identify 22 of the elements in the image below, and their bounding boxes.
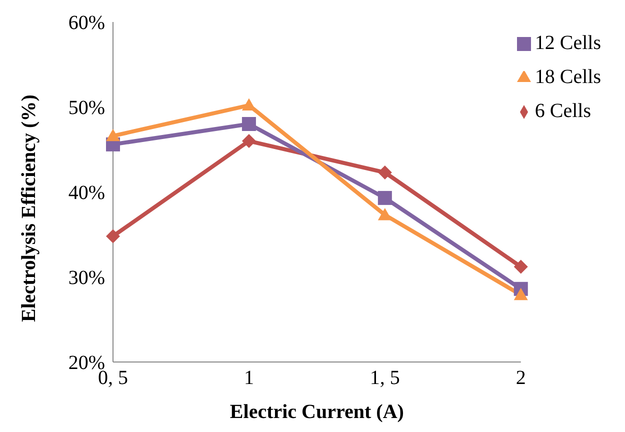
point — [242, 98, 256, 111]
y-tick-label: 40% — [68, 182, 105, 204]
x-tick-label: 2 — [516, 367, 526, 390]
point — [378, 190, 392, 205]
point — [106, 128, 120, 142]
point — [378, 208, 392, 220]
x-axis-title: Electric Current (A) — [230, 401, 404, 423]
legend-label: 12 Cells — [534, 32, 601, 54]
point — [242, 117, 256, 131]
point — [514, 260, 528, 274]
point — [514, 288, 528, 300]
legend-label: 18 Cells — [534, 66, 601, 88]
x-tick-label: 1 — [244, 367, 254, 390]
legend-label: 6 Cells — [534, 100, 591, 122]
point — [106, 229, 120, 244]
point — [378, 165, 392, 180]
y-axis-title: Electrolysis Efficiency (%) — [18, 94, 40, 322]
x-tick-label: 1, 5 — [370, 367, 400, 390]
y-tick-label: 50% — [68, 97, 105, 120]
y-tick-label: 30% — [68, 267, 105, 290]
point — [242, 134, 256, 148]
y-tick-label: 60% — [68, 12, 105, 34]
